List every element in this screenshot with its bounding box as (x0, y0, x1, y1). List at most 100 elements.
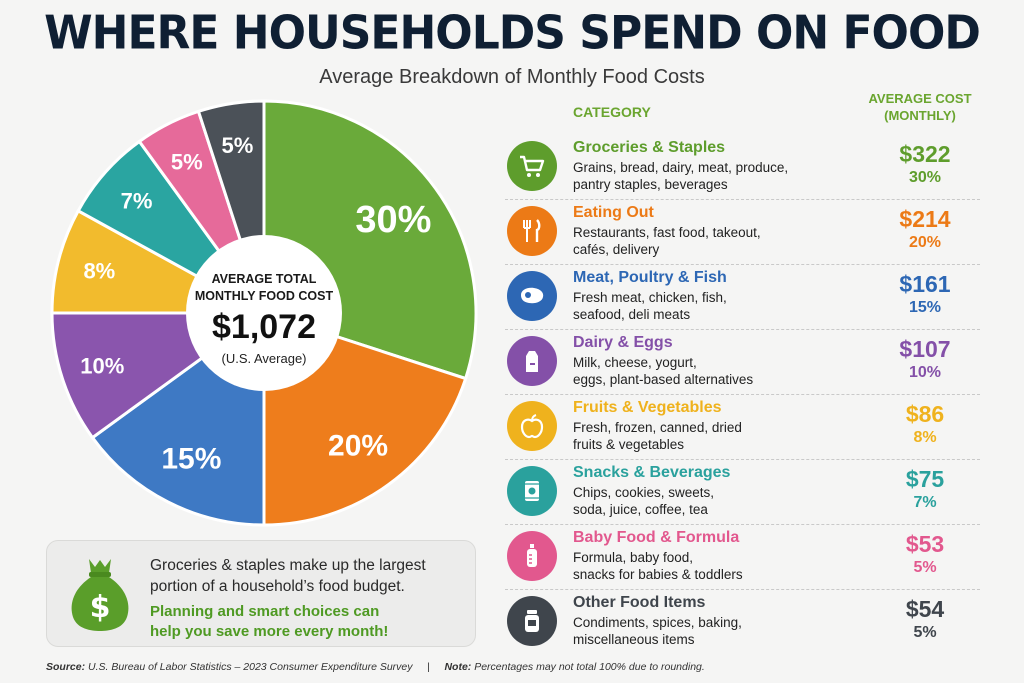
center-amount: $1,072 (212, 308, 316, 346)
category-header: CATEGORY (573, 104, 651, 120)
desc-line1: Milk, cheese, yogurt, (573, 355, 697, 370)
desc-line1: Condiments, spices, baking, (573, 615, 742, 630)
category-desc: Restaurants, fast food, takeout, cafés, d… (573, 224, 833, 258)
category-amount: $53 (905, 531, 945, 557)
desc-line2: snacks for babies & toddlers (573, 567, 743, 582)
desc-line2: soda, juice, coffee, tea (573, 502, 708, 517)
category-percent: 30% (908, 169, 942, 186)
cost-header: AVERAGE COST (MONTHLY) (850, 90, 990, 124)
source-text: U.S. Bureau of Labor Statistics – 2023 C… (88, 661, 413, 673)
desc-line1: Fresh, frozen, canned, dried (573, 420, 742, 435)
category-desc: Milk, cheese, yogurt, eggs, plant-based a… (573, 354, 833, 388)
category-name: Fruits & Vegetables (573, 399, 722, 416)
category-percent: 15% (908, 299, 942, 316)
category-percent: 20% (908, 234, 942, 251)
cost-header-line2: (MONTHLY) (884, 108, 956, 123)
category-percent: 5% (913, 624, 937, 641)
center-line2: MONTHLY FOOD COST (195, 289, 334, 303)
center-note: (U.S. Average) (221, 351, 306, 366)
milk-carton-icon (507, 336, 557, 386)
category-name: Meat, Poultry & Fish (573, 269, 727, 286)
source-label: Source: (46, 661, 86, 673)
svg-text:$: $ (90, 590, 111, 625)
pie-slice-label: 10% (80, 354, 124, 379)
desc-line2: fruits & vegetables (573, 437, 685, 452)
insight-callout: $ Groceries & staples make up the larges… (46, 540, 476, 647)
category-desc: Fresh meat, chicken, fish, seafood, deli … (573, 289, 833, 323)
category-row: Baby Food & Formula Formula, baby food, s… (505, 525, 980, 590)
category-percent: 8% (913, 429, 937, 446)
category-list: Groceries & Staples Grains, bread, dairy… (505, 135, 980, 655)
pie-slice-label: 30% (355, 199, 431, 241)
category-row: Other Food Items Condiments, spices, bak… (505, 590, 980, 655)
apple-icon (507, 401, 557, 451)
fork-knife-icon (507, 206, 557, 256)
category-name: Snacks & Beverages (573, 464, 731, 481)
desc-line1: Grains, bread, dairy, meat, produce, (573, 160, 789, 175)
desc-line1: Fresh meat, chicken, fish, (573, 290, 727, 305)
snack-bag-icon (507, 466, 557, 516)
steak-icon (507, 271, 557, 321)
category-row: Snacks & Beverages Chips, cookies, sweet… (505, 460, 980, 525)
category-amount: $322 (899, 141, 951, 167)
page-subtitle: Average Breakdown of Monthly Food Costs (319, 66, 705, 88)
jar-icon (507, 596, 557, 646)
desc-line1: Chips, cookies, sweets, (573, 485, 715, 500)
pie-slice-label: 7% (121, 189, 153, 214)
category-amount: $214 (899, 206, 951, 232)
desc-line1: Restaurants, fast food, takeout, (573, 225, 761, 240)
category-name: Eating Out (573, 204, 654, 221)
callout-line3: Planning and smart choices can (150, 603, 380, 620)
category-amount: $86 (905, 401, 945, 427)
category-amount: $54 (905, 596, 945, 622)
callout-highlight: Planning and smart choices can help you … (150, 602, 460, 642)
desc-line2: eggs, plant-based alternatives (573, 372, 754, 387)
baby-bottle-icon (507, 531, 557, 581)
callout-line4: help you save more every month! (150, 623, 389, 640)
category-row: Eating Out Restaurants, fast food, takeo… (505, 200, 980, 265)
pie-slice-label: 8% (83, 259, 115, 284)
category-name: Baby Food & Formula (573, 529, 740, 546)
pie-chart: 30% 20% 15% 10% 8% 7% 5% 5% AVERAGE TOTAL MONTH… (50, 99, 478, 527)
footer-separator: | (427, 661, 430, 673)
desc-line1: Formula, baby food, (573, 550, 694, 565)
desc-line2: seafood, deli meats (573, 307, 691, 322)
desc-line2: pantry staples, beverages (573, 177, 728, 192)
center-line1: AVERAGE TOTAL (212, 272, 317, 286)
callout-line2: portion of a household’s food budget. (150, 578, 405, 595)
category-row: Groceries & Staples Grains, bread, dairy… (505, 135, 980, 200)
pie-slice-label: 15% (161, 443, 221, 476)
category-amount: $161 (899, 271, 951, 297)
cost-header-line1: AVERAGE COST (868, 91, 972, 106)
callout-line1: Groceries & staples make up the largest (150, 557, 426, 574)
footer: Source: U.S. Bureau of Labor Statistics … (46, 661, 705, 673)
category-desc: Fresh, frozen, canned, dried fruits & veg… (573, 419, 833, 453)
category-amount: $75 (905, 466, 945, 492)
pie-slice-label: 5% (222, 133, 254, 158)
desc-line2: miscellaneous items (573, 632, 695, 647)
category-name: Dairy & Eggs (573, 334, 673, 351)
callout-text: Groceries & staples make up the largest … (150, 555, 460, 597)
money-bag-icon: $ (71, 559, 129, 631)
pie-center-circle (186, 235, 342, 391)
shopping-cart-icon (507, 141, 557, 191)
pie-slice-label: 20% (328, 429, 388, 462)
category-desc: Grains, bread, dairy, meat, produce, pant… (573, 159, 833, 193)
category-row: Fruits & Vegetables Fresh, frozen, canne… (505, 395, 980, 460)
category-percent: 10% (908, 364, 942, 381)
category-name: Groceries & Staples (573, 139, 726, 156)
pie-slice-label: 5% (171, 150, 203, 175)
category-desc: Formula, baby food, snacks for babies & t… (573, 549, 833, 583)
category-desc: Condiments, spices, baking, miscellaneous… (573, 614, 833, 648)
category-row: Dairy & Eggs Milk, cheese, yogurt, eggs, … (505, 330, 980, 395)
note-label: Note: (444, 661, 472, 673)
category-percent: 7% (913, 494, 937, 511)
category-percent: 5% (913, 559, 937, 576)
category-desc: Chips, cookies, sweets, soda, juice, coff… (573, 484, 833, 518)
category-amount: $107 (899, 336, 951, 362)
note-text: Percentages may not total 100% due to ro… (474, 661, 705, 673)
category-name: Other Food Items (573, 594, 706, 611)
page-title: WHERE HOUSEHOLDS SPEND ON FOOD (44, 6, 981, 61)
category-row: Meat, Poultry & Fish Fresh meat, chicken… (505, 265, 980, 330)
desc-line2: cafés, delivery (573, 242, 660, 257)
